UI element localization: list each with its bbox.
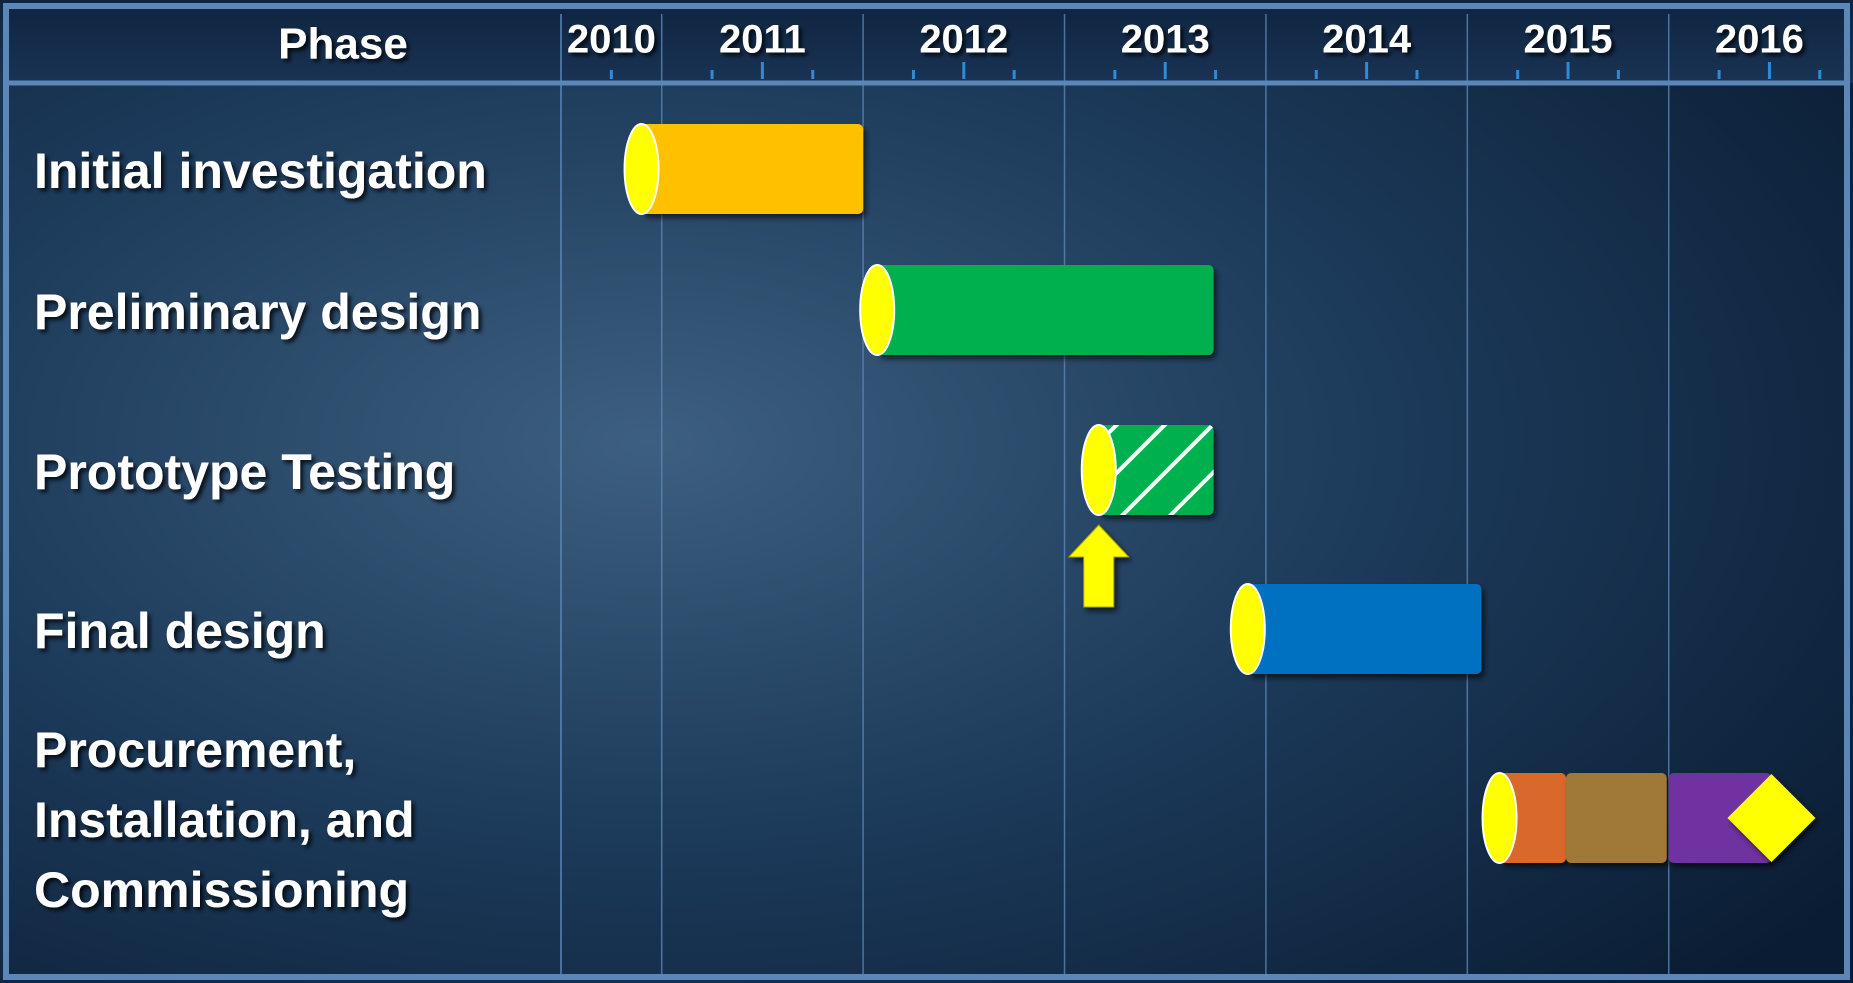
- task-label: Installation, and: [34, 792, 415, 848]
- x-tick-label: 2014: [1322, 18, 1412, 62]
- annotation-arrow: [1067, 524, 1130, 608]
- task-bar: [1098, 425, 1214, 515]
- start-marker: [859, 264, 896, 356]
- task-label: Initial investigation: [34, 143, 487, 199]
- start-marker: [1229, 583, 1266, 675]
- task-label: Procurement,: [34, 722, 356, 778]
- grid: 2010 2011 2012 2013 2014 2015 2016: [560, 14, 1822, 977]
- task-bar: [877, 265, 1214, 355]
- start-marker: [623, 123, 660, 215]
- bars: Initial investigation Preliminary design P…: [34, 123, 1816, 918]
- task-bar: [1499, 773, 1567, 863]
- x-tick-label: 2013: [1121, 18, 1210, 62]
- task-label: Final design: [34, 603, 326, 659]
- x-tick-label: 2010: [567, 18, 656, 62]
- task-label: Prototype Testing: [34, 444, 455, 500]
- x-tick-label: 2012: [919, 18, 1008, 62]
- header-band: [0, 0, 1853, 83]
- milestone: [1727, 774, 1816, 862]
- start-marker: [1481, 772, 1518, 864]
- task-bar: [1668, 773, 1772, 863]
- task-bar: [1566, 773, 1667, 863]
- x-tick-label: 2016: [1715, 18, 1804, 62]
- task-bar: [1247, 584, 1482, 674]
- task-bar: [641, 124, 864, 214]
- x-tick-label: 2015: [1524, 18, 1613, 62]
- header-title: Phase: [278, 20, 408, 69]
- x-tick-label: 2011: [719, 18, 806, 62]
- start-marker: [1080, 424, 1117, 516]
- frame: [3, 3, 1850, 980]
- task-label: Commissioning: [34, 862, 409, 918]
- task-label: Preliminary design: [34, 284, 481, 340]
